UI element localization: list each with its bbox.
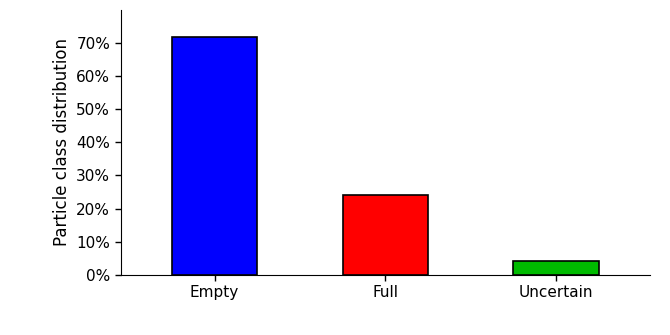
Bar — [513, 262, 599, 275]
Bar — [172, 37, 257, 275]
Bar — [342, 195, 428, 275]
Y-axis label: Particle class distribution: Particle class distribution — [53, 39, 70, 246]
